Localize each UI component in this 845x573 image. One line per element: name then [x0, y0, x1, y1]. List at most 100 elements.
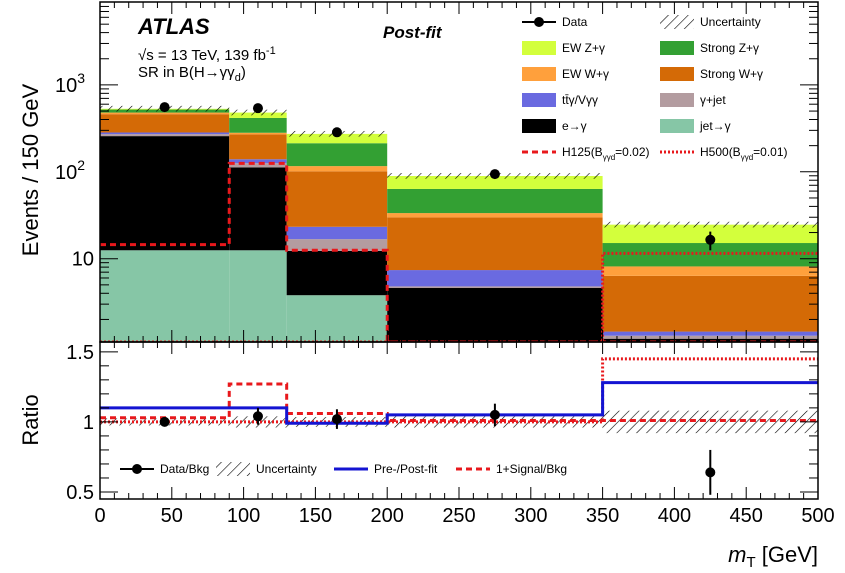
legend-swatch: [660, 119, 694, 133]
signal-line: [100, 161, 818, 342]
data-point: [331, 127, 342, 138]
uncertainty-bin: [602, 221, 818, 228]
legend-hatch: [660, 15, 694, 29]
bar-segment: [387, 288, 603, 342]
bar-segment: [602, 331, 818, 336]
legend-hatch: [216, 462, 250, 476]
y-axis-title-main: Events / 150 GeV: [18, 83, 43, 256]
bar-segment: [387, 175, 603, 189]
status-label: Post-fit: [383, 23, 443, 42]
data-point: [489, 169, 500, 180]
bar-segment: [100, 134, 230, 137]
ratio-data-point: [705, 467, 716, 478]
y-axis-title-ratio: Ratio: [18, 394, 43, 445]
bar-segment: [229, 163, 287, 168]
legend-swatch: [522, 67, 556, 81]
legend-main: Data Uncertainty EW Z+γ Strong Z+γ EW W+γ Str…: [522, 15, 788, 162]
legend-label: γ+jet: [700, 93, 726, 107]
legend-swatch: [660, 67, 694, 81]
ratio-data-points: [159, 403, 716, 495]
bar-segment: [229, 117, 287, 133]
x-tick-label: 50: [161, 505, 183, 527]
legend-swatch: [522, 93, 556, 107]
legend-label: Pre-/Post-fit: [374, 462, 438, 476]
ratio-signal-line: [100, 357, 818, 424]
main-stacked-bars: [100, 108, 818, 342]
data-point: [159, 102, 170, 113]
bar-segment: [286, 250, 388, 296]
legend-label: H125(Bγγd=0.02): [562, 145, 650, 162]
bar-segment: [602, 243, 818, 267]
bar-segment: [229, 132, 287, 135]
ratio-data-point: [489, 409, 500, 420]
bar-segment: [602, 335, 818, 339]
legend-label: EW W+γ: [562, 67, 609, 81]
bar-segment: [286, 133, 388, 144]
axis-ticks: 0 50 100 150 200 250 300 350 400 450 500 10 102 103 0.…: [55, 1, 835, 527]
x-axis-title: mT [GeV]: [728, 542, 818, 571]
data-point: [252, 103, 263, 114]
legend-marker: [534, 17, 544, 27]
energy-lumi-label: √s = 13 TeV, 139 fb-1: [138, 45, 276, 64]
x-tick-label: 400: [658, 505, 691, 527]
main-signal-lines: [100, 161, 818, 342]
legend-label: e→γ: [562, 119, 587, 133]
x-tick-label: 350: [586, 505, 619, 527]
data-point: [705, 234, 716, 245]
bar-segment: [286, 295, 388, 342]
x-tick-label: 100: [227, 505, 260, 527]
ratio-lines: [100, 357, 818, 425]
bar-segment: [100, 112, 230, 115]
legend-swatch: [660, 41, 694, 55]
bar-segment: [286, 166, 388, 172]
x-tick-label: 150: [299, 505, 332, 527]
bar-segment: [229, 167, 287, 251]
bar-segment: [602, 338, 818, 342]
legend-label: tt̄γ/Vγγ: [562, 93, 598, 107]
y-tick-label-ratio: 1.5: [66, 342, 94, 364]
prepost-line: [100, 381, 818, 425]
ratio-data-point: [252, 411, 263, 422]
legend-label: Strong W+γ: [700, 67, 763, 81]
bar-segment: [602, 275, 818, 332]
bar-segment: [229, 250, 287, 342]
bar-segment: [387, 286, 603, 289]
legend-label: Uncertainty: [256, 462, 317, 476]
legend-swatch: [660, 93, 694, 107]
bar-segment: [387, 217, 603, 271]
legend-marker: [132, 464, 142, 474]
x-tick-label: 200: [371, 505, 404, 527]
experiment-label: ATLAS: [137, 14, 210, 39]
bar-segment: [387, 270, 603, 287]
bar-segment: [229, 134, 287, 160]
legend-label: Strong Z+γ: [700, 41, 759, 55]
legend-label: EW Z+γ: [562, 41, 605, 55]
bar-segment: [100, 132, 230, 135]
main-data-points: [159, 102, 716, 251]
legend-swatch: [522, 41, 556, 55]
x-tick-label: 450: [730, 505, 763, 527]
ratio-data-point: [331, 414, 342, 425]
legend-label: Data: [562, 15, 588, 29]
legend-label: jet→γ: [699, 119, 731, 133]
x-tick-label: 0: [94, 505, 105, 527]
region-label: SR in B(H→γγd): [138, 64, 246, 84]
bar-segment: [387, 213, 603, 218]
y-tick-label-ratio: 0.5: [66, 482, 94, 504]
bar-segment: [286, 171, 388, 227]
bar-segment: [387, 188, 603, 214]
x-tick-label: 500: [801, 505, 834, 527]
y-tick-label-main: 102: [55, 157, 85, 184]
ratio-data-point: [159, 416, 170, 427]
legend-ratio: Data/Bkg Uncertainty Pre-/Post-fit 1+Signal…: [120, 462, 567, 476]
y-tick-label-main: 10: [72, 249, 94, 271]
y-tick-label-ratio: 1: [83, 412, 94, 434]
y-tick-label-main: 103: [55, 70, 85, 97]
legend-label: Uncertainty: [700, 15, 761, 29]
bar-segment: [286, 143, 388, 167]
bar-segment: [286, 226, 388, 240]
bar-segment: [286, 239, 388, 251]
bar-segment: [100, 114, 230, 133]
legend-label: 1+Signal/Bkg: [496, 462, 567, 476]
